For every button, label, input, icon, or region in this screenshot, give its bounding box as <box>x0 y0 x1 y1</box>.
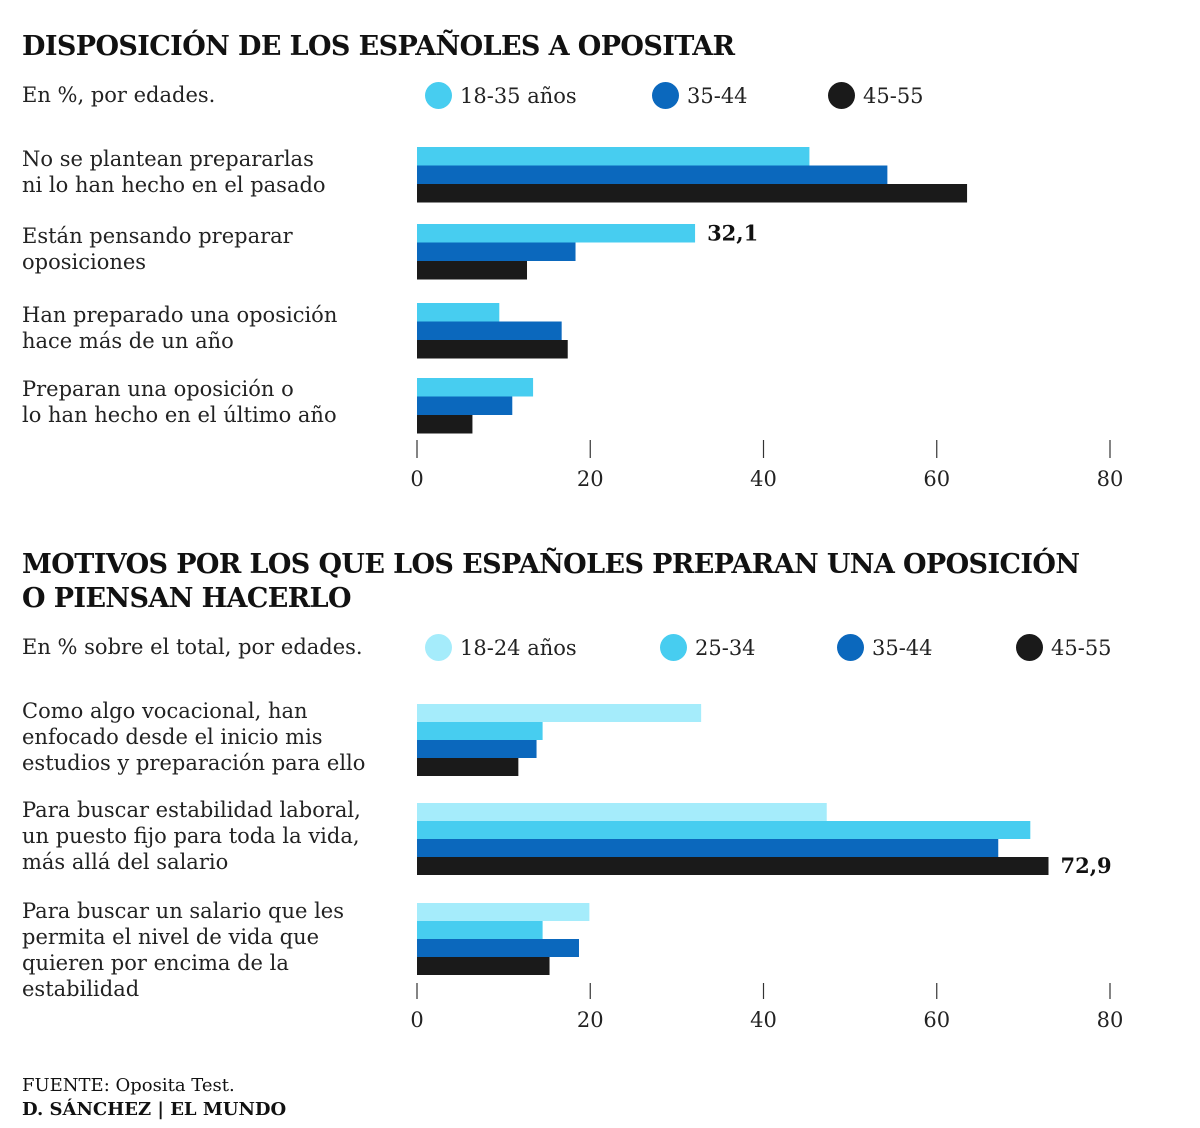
chart2-bar <box>417 857 1049 875</box>
chart1-category-label: Están pensando preparar oposiciones <box>22 224 293 274</box>
chart2-x-tick-label: 80 <box>1097 1008 1124 1032</box>
chart1-x-tick-label: 60 <box>923 467 950 491</box>
chart1-category-label: Preparan una oposición o lo han hecho en… <box>22 377 337 427</box>
source-text: Oposita Test. <box>109 1075 235 1096</box>
chart2-subtitle: En % sobre el total, por edades. <box>22 635 363 659</box>
chart2-category-label: Para buscar estabilidad laboral, un pues… <box>22 798 361 874</box>
chart1-x-tick-label: 20 <box>577 467 604 491</box>
chart2-legend-item: 25-34 <box>660 634 756 661</box>
chart1-subtitle: En %, por edades. <box>22 83 216 107</box>
chart2-legend-swatch <box>1016 634 1043 661</box>
chart2-legend-swatch <box>837 634 864 661</box>
chart1-bar <box>417 396 513 415</box>
credit-line: D. SÁNCHEZ | EL MUNDO <box>22 1099 287 1120</box>
chart2-x-tick-label: 20 <box>577 1008 604 1032</box>
chart1-category-label: Han preparado una oposición hace más de … <box>22 303 338 353</box>
chart1-bar <box>417 340 568 359</box>
chart1-bar <box>417 224 696 243</box>
chart2-bar <box>417 957 550 975</box>
chart1-legend-item: 35-44 <box>652 82 748 109</box>
chart1-x-tick-label: 0 <box>410 467 423 491</box>
chart1-x-tick-label: 40 <box>750 467 777 491</box>
chart1-title: DISPOSICIÓN DE LOS ESPAÑOLES A OPOSITAR <box>22 31 735 62</box>
chart2-bar <box>417 939 579 957</box>
chart1-category-label: No se plantean prepararlas ni lo han hec… <box>22 147 326 197</box>
chart2-title: MOTIVOS POR LOS QUE LOS ESPAÑOLES PREPAR… <box>22 549 1080 614</box>
chart2-legend-item: 45-55 <box>1016 634 1112 661</box>
chart1-bar <box>417 147 810 166</box>
chart1-legend-item: 45-55 <box>828 82 924 109</box>
chart1-legend-swatch <box>828 82 855 109</box>
chart1-bar <box>417 415 473 434</box>
chart2-plot: 0 20 40 60 80 72,9 <box>410 704 1124 1032</box>
chart1-bar <box>417 303 500 322</box>
chart2-legend-label: 25-34 <box>695 635 756 660</box>
chart2-legend-label: 35-44 <box>872 635 933 660</box>
chart2-legend-label: 18-24 años <box>460 635 577 660</box>
chart1-plot: 0 20 40 60 80 32,1 <box>410 147 1124 491</box>
chart2-bar <box>417 758 519 776</box>
chart2-legend-item: 35-44 <box>837 634 933 661</box>
chart1-bar <box>417 242 576 261</box>
source-label: FUENTE: <box>22 1075 110 1096</box>
chart2-bar <box>417 903 590 921</box>
chart1-legend-swatch <box>425 82 452 109</box>
chart1-bar <box>417 261 528 280</box>
chart2-legend-item: 18-24 años <box>425 634 577 661</box>
chart2-x-tick-label: 0 <box>410 1008 423 1032</box>
chart1-legend-swatch <box>652 82 679 109</box>
chart2-bar <box>417 722 543 740</box>
chart1-legend-item: 18-35 años <box>425 82 577 109</box>
chart2-x-tick-label: 40 <box>750 1008 777 1032</box>
chart1-data-label: 32,1 <box>707 220 758 245</box>
chart2-bar <box>417 704 702 722</box>
source-note: FUENTE: Oposita Test. <box>22 1075 235 1096</box>
chart1-bar <box>417 165 888 184</box>
chart2-bar <box>417 821 1031 839</box>
chart2-bar <box>417 839 999 857</box>
chart2-bar <box>417 740 537 758</box>
chart2-x-tick-label: 60 <box>923 1008 950 1032</box>
chart1-bar <box>417 184 968 203</box>
chart2-legend-label: 45-55 <box>1051 635 1112 660</box>
chart2-legend-swatch <box>660 634 687 661</box>
chart1-legend-label: 18-35 años <box>460 83 577 108</box>
chart1-legend-label: 45-55 <box>863 83 924 108</box>
chart2-data-label: 72,9 <box>1060 853 1111 878</box>
chart2-category-label: Para buscar un salario que les permita e… <box>22 899 345 1001</box>
chart2-bar <box>417 803 827 821</box>
chart1-bar <box>417 321 562 340</box>
chart2-legend-swatch <box>425 634 452 661</box>
chart1-legend-label: 35-44 <box>687 83 748 108</box>
chart2-bar <box>417 921 543 939</box>
chart2-category-label: Como algo vocacional, han enfocado desde… <box>22 699 366 775</box>
chart1-bar <box>417 378 534 397</box>
chart1-x-tick-label: 80 <box>1097 467 1124 491</box>
